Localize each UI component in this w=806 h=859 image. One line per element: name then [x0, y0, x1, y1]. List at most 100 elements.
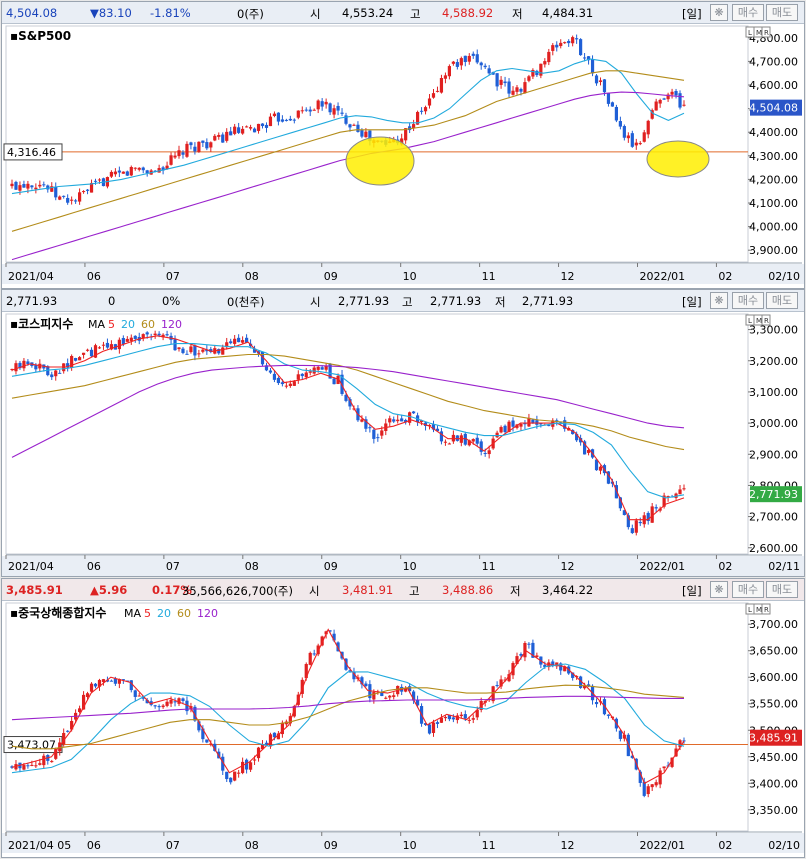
- candle-body: [30, 764, 34, 766]
- chart-kospi[interactable]: 2,600.002,700.002,800.002,900.003,000.00…: [2, 312, 804, 576]
- candle-body: [10, 368, 14, 370]
- candle-body: [93, 180, 98, 182]
- candle-body: [594, 459, 599, 471]
- settings-icon[interactable]: ❋: [710, 292, 728, 309]
- candle-body: [245, 337, 249, 343]
- ma-legend-item: 5: [144, 607, 151, 620]
- sell-button[interactable]: 매도: [766, 4, 798, 21]
- candle-body: [284, 385, 288, 387]
- candle-body: [666, 94, 670, 100]
- candle-body: [336, 105, 340, 111]
- candle-body: [547, 425, 551, 427]
- candle-body: [519, 423, 523, 427]
- candle-body: [89, 182, 94, 193]
- candle-body: [181, 152, 185, 155]
- candle-body: [336, 375, 340, 384]
- candle-body: [121, 171, 125, 174]
- candle-body: [125, 680, 129, 682]
- candle-body: [352, 672, 356, 680]
- settings-icon[interactable]: ❋: [710, 4, 728, 21]
- candle-body: [586, 684, 591, 687]
- sell-button[interactable]: 매도: [766, 581, 798, 598]
- candle-body: [328, 630, 332, 632]
- y-tick-label: 3,400.00: [749, 777, 798, 790]
- candle-body: [511, 420, 515, 427]
- candle-body: [487, 450, 491, 455]
- candle-body: [598, 466, 603, 471]
- candle-body: [304, 109, 308, 111]
- candle-body: [129, 337, 133, 341]
- candle-body: [344, 394, 348, 401]
- candle-body: [197, 721, 201, 731]
- period-label[interactable]: [일]: [682, 7, 702, 21]
- candle-body: [50, 186, 54, 192]
- ma-legend-item: 20: [157, 607, 171, 620]
- candle-body: [658, 99, 662, 104]
- chart-shanghai[interactable]: 3,350.003,400.003,450.003,500.003,550.00…: [2, 601, 804, 857]
- candle-body: [117, 170, 121, 173]
- candle-body: [248, 127, 253, 129]
- ma-line-60: [11, 684, 685, 750]
- candle-body: [81, 191, 86, 193]
- ma-legend-item: 5: [108, 318, 115, 331]
- buy-button[interactable]: 매수: [732, 4, 764, 21]
- y-tick-label: 4,300.00: [749, 150, 798, 163]
- chart-sp500[interactable]: 3,900.00 4,000.00 4,100.00 4,200.00 4,300.00…: [2, 24, 804, 288]
- candle-body: [264, 124, 269, 128]
- ma-line-120: [11, 695, 684, 721]
- candle-body: [157, 333, 161, 336]
- candle-body: [153, 705, 157, 707]
- candle-body: [535, 655, 539, 657]
- ma-line-20: [11, 343, 685, 499]
- candle-body: [50, 374, 54, 378]
- candle-body: [109, 344, 114, 350]
- settings-icon[interactable]: ❋: [710, 581, 728, 598]
- y-tick-label: 3,900.00: [749, 244, 798, 257]
- candle-body: [527, 76, 531, 81]
- buy-button[interactable]: 매수: [732, 292, 764, 309]
- candle-body: [10, 183, 14, 187]
- candle-body: [435, 722, 440, 724]
- candle-body: [400, 418, 404, 422]
- candle-body: [519, 654, 523, 656]
- candle-body: [531, 642, 535, 658]
- period-label[interactable]: [일]: [682, 584, 702, 598]
- candle-body: [308, 371, 312, 373]
- candle-body: [213, 743, 217, 751]
- y-tick-label: 4,600.00: [749, 79, 798, 92]
- x-tick-label: 11: [482, 839, 496, 852]
- candle-body: [169, 699, 173, 704]
- current-price-label: 3,485.91: [749, 732, 798, 745]
- panel-kospi: 2,771.93 0 0% 0(천주) 시 2,771.93 고 2,771.9…: [1, 289, 805, 577]
- candle-body: [678, 489, 682, 495]
- candle-body: [201, 349, 205, 352]
- candle-body: [14, 181, 18, 190]
- candle-body: [507, 421, 511, 433]
- candle-body: [125, 171, 129, 176]
- candle-body: [439, 78, 444, 93]
- candle-body: [77, 357, 82, 361]
- candle-body: [225, 771, 229, 780]
- sell-button[interactable]: 매도: [766, 292, 798, 309]
- y-tick-label: 3,000.00: [749, 417, 798, 430]
- buy-button[interactable]: 매수: [732, 581, 764, 598]
- candle-body: [392, 419, 396, 422]
- candle-body: [316, 366, 320, 370]
- candle-body: [296, 110, 300, 118]
- candle-body: [654, 507, 658, 509]
- quote-header: 4,504.08 ▼83.10 -1.81% 0(주) 시 4,553.24 고…: [2, 2, 804, 24]
- period-label[interactable]: [일]: [682, 295, 702, 309]
- x-tick-label: 06: [87, 560, 101, 573]
- y-tick-label: 3,300.00: [749, 324, 798, 337]
- candle-body: [630, 133, 634, 147]
- x-tick-label: 2021/04: [8, 270, 54, 283]
- price: 3,485.91: [6, 583, 63, 597]
- axis-mode-label: R: [764, 29, 769, 37]
- candle-body: [105, 342, 110, 348]
- candle-body: [229, 777, 233, 783]
- candle-body: [364, 683, 368, 687]
- candle-body: [225, 342, 229, 348]
- candle-body: [280, 119, 284, 122]
- candle-body: [435, 90, 440, 92]
- candle-body: [479, 62, 483, 66]
